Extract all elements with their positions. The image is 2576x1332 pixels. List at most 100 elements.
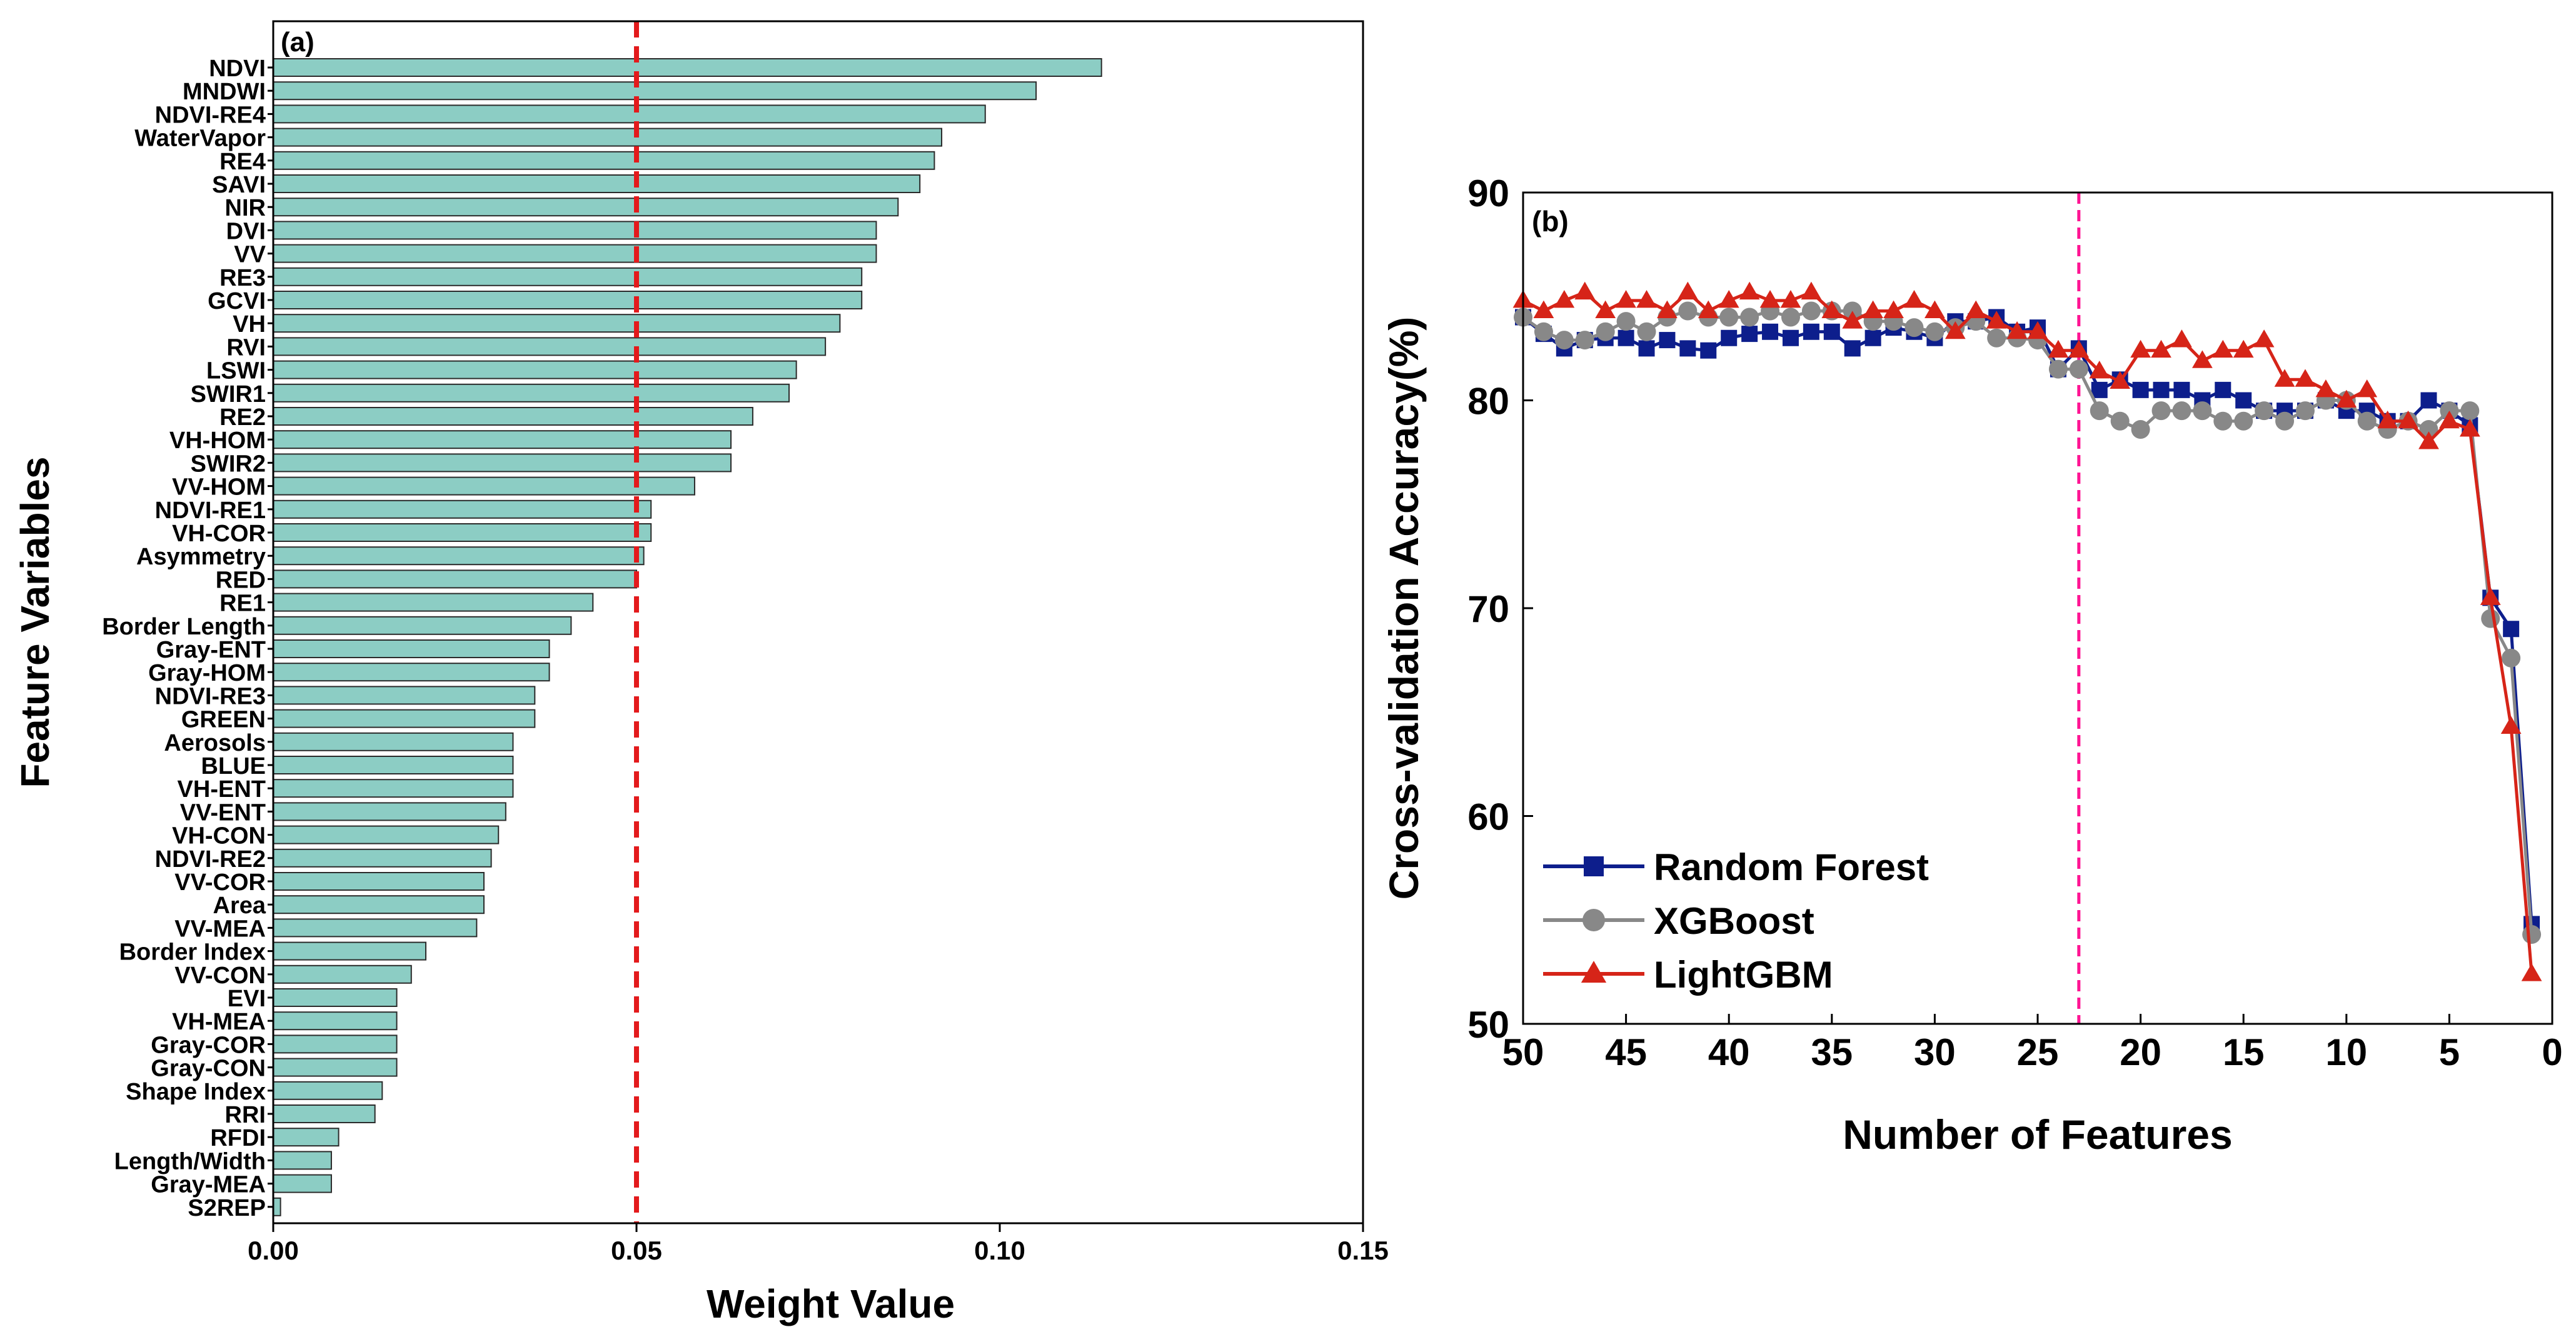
bar	[273, 1128, 340, 1147]
data-point	[2500, 716, 2522, 734]
data-point	[2151, 401, 2171, 421]
category-label: Area	[213, 893, 266, 919]
data-point	[1801, 301, 1821, 321]
category-label: VV-MEA	[174, 916, 266, 942]
x-tick-label: 50	[1502, 1031, 1544, 1073]
data-point	[1581, 961, 1607, 983]
data-point	[2439, 410, 2460, 429]
data-point	[2521, 963, 2542, 981]
data-point	[1616, 312, 1636, 331]
category-label: RRI	[225, 1102, 266, 1128]
bar	[273, 1151, 332, 1170]
bar	[273, 964, 412, 984]
data-point	[2481, 609, 2500, 628]
x-tick-label: 0.15	[1337, 1236, 1389, 1265]
data-point	[2233, 339, 2254, 358]
bar	[273, 198, 899, 217]
category-label: Gray-CON	[151, 1056, 266, 1082]
bar	[273, 128, 943, 147]
bar	[273, 430, 732, 449]
data-point	[2153, 381, 2170, 398]
data-point	[1596, 322, 1615, 341]
category-label: SWIR1	[191, 381, 266, 408]
data-point	[2110, 371, 2131, 389]
x-tick-label: 0.00	[248, 1236, 299, 1265]
bar	[273, 569, 637, 589]
data-point	[1554, 331, 1574, 350]
data-point	[2275, 411, 2295, 431]
category-label: BLUE	[201, 753, 266, 779]
data-point	[1698, 300, 1719, 318]
x-axis-label: Weight Value	[707, 1281, 955, 1326]
category-label: Border Length	[102, 614, 266, 640]
bar	[273, 825, 500, 844]
data-point	[1575, 331, 1594, 350]
category-label: MNDWI	[183, 79, 266, 105]
data-point	[2091, 381, 2108, 398]
series-line	[1522, 309, 2533, 935]
category-label: Length/Width	[114, 1148, 266, 1174]
category-label: Shape Index	[126, 1079, 266, 1105]
category-label: NDVI-RE2	[155, 846, 266, 873]
bar	[273, 802, 506, 821]
data-point	[2235, 392, 2252, 409]
data-point	[1844, 340, 1861, 357]
data-point	[2503, 621, 2520, 638]
bar	[273, 895, 485, 914]
category-label: VH-ENT	[178, 776, 266, 803]
category-label: RE2	[219, 404, 266, 431]
data-point	[1904, 318, 1924, 338]
plot-frame	[272, 20, 1364, 1224]
bar	[273, 779, 514, 798]
category-label: Gray-MEA	[151, 1172, 266, 1198]
data-point	[2420, 392, 2437, 409]
data-point	[1533, 300, 1554, 318]
category-label: Gray-HOM	[148, 660, 266, 686]
category-label: Border Index	[119, 939, 266, 966]
data-point	[1618, 329, 1634, 346]
data-point	[1759, 289, 1781, 308]
data-point	[1638, 340, 1655, 357]
data-point	[2295, 401, 2315, 421]
data-point	[1904, 289, 1924, 308]
bar	[273, 523, 652, 542]
bar	[273, 267, 863, 286]
data-point	[1679, 340, 1696, 357]
bar	[273, 1011, 398, 1031]
category-label: SAVI	[212, 172, 266, 198]
category-label: EVI	[228, 986, 266, 1012]
data-point	[1782, 329, 1799, 346]
data-point	[2048, 339, 2069, 358]
category-label: VH-MEA	[172, 1009, 266, 1035]
data-point	[2131, 420, 2150, 439]
bar	[273, 941, 427, 961]
category-label: RFDI	[210, 1125, 266, 1151]
data-point	[2502, 648, 2521, 668]
series-xgboost	[1514, 301, 2542, 944]
category-label: WaterVapor	[134, 126, 266, 152]
category-label: DVI	[226, 218, 266, 244]
series-lightgbm	[1512, 281, 2542, 981]
category-label: RE3	[219, 265, 266, 291]
category-label: VH-COR	[172, 521, 266, 547]
category-label: RED	[216, 567, 266, 593]
data-point	[1965, 300, 1986, 318]
bar	[273, 499, 652, 519]
data-point	[1636, 289, 1657, 308]
bar	[273, 244, 877, 263]
data-point	[1659, 332, 1676, 349]
bar	[273, 872, 485, 891]
data-point	[1863, 300, 1884, 318]
data-point	[2253, 329, 2275, 348]
bar	[273, 407, 753, 426]
bar	[273, 337, 827, 356]
x-tick-label: 0.05	[611, 1236, 662, 1265]
data-point	[1883, 300, 1904, 318]
data-point	[2132, 381, 2149, 398]
data-point	[1803, 323, 1819, 340]
y-axis-label: Cross-validation Accuracy(%)	[1381, 317, 1427, 900]
data-point	[2295, 369, 2316, 387]
category-label: VV-HOM	[172, 474, 266, 501]
category-label: RE4	[219, 149, 266, 175]
